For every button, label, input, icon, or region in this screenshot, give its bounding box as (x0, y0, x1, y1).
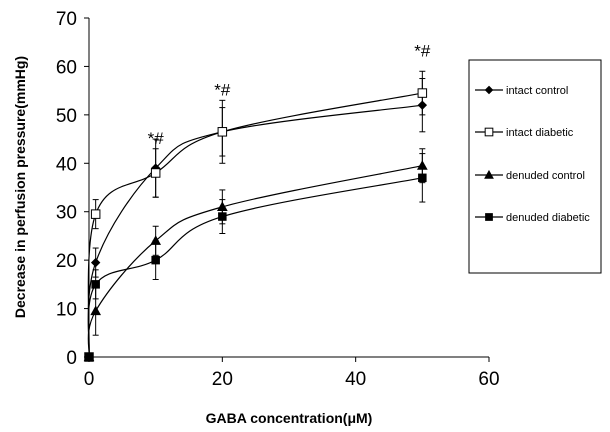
data-point (150, 168, 161, 178)
x-tick-label: 60 (478, 369, 499, 390)
legend: intact control intact diabetic denuded con… (468, 59, 602, 274)
legend-marker (484, 85, 494, 95)
data-point (151, 255, 160, 265)
legend-label: intact control (506, 85, 568, 97)
data-point (150, 235, 162, 245)
x-tick-label: 20 (212, 369, 233, 390)
x-tick-label: 40 (345, 369, 366, 390)
data-point (418, 173, 427, 183)
legend-marker (484, 169, 494, 179)
data-point (417, 88, 428, 98)
y-tick-label: 50 (56, 106, 77, 127)
data-point (216, 201, 228, 211)
significance-annotation: *# (148, 129, 165, 148)
legend-marker (485, 213, 493, 221)
y-tick-label: 0 (66, 348, 77, 369)
markers (83, 88, 428, 362)
series-line (87, 104, 423, 358)
legend-marker (484, 127, 494, 137)
plot-area: 0 10 20 30 40 50 60 70 0 20 40 60 *# *# *# (56, 9, 500, 390)
x-axis-title: GABA concentration(μM) (206, 410, 373, 426)
significance-annotation: *# (414, 42, 431, 61)
y-tick-label: 60 (56, 57, 77, 78)
data-point (84, 352, 94, 362)
y-tick-label: 70 (56, 9, 77, 30)
y-tick-label: 30 (56, 203, 77, 224)
series-line (87, 165, 423, 358)
legend-label: intact diabetic (506, 127, 574, 139)
data-point (218, 212, 227, 221)
legend-box (468, 59, 602, 274)
data-point (90, 209, 101, 219)
data-point (90, 257, 101, 268)
y-tick-label: 10 (56, 300, 77, 321)
series-line (87, 177, 423, 358)
series-lines (87, 92, 423, 358)
y-axis-title: Decrease in perfusion pressure(mmHg) (12, 56, 28, 318)
series-line (87, 92, 423, 358)
legend-label: denuded control (506, 170, 585, 182)
x-ticks (88, 357, 490, 362)
legend-label: denuded diabetic (506, 212, 590, 224)
significance-annotation: *# (214, 80, 231, 99)
data-point (90, 305, 102, 316)
data-point (417, 100, 428, 110)
y-tick-labels: 0 10 20 30 40 50 60 70 (56, 9, 77, 369)
x-tick-label: 0 (84, 369, 95, 390)
data-point (91, 280, 100, 289)
x-tick-labels: 0 20 40 60 (84, 369, 500, 390)
y-tick-label: 20 (56, 251, 77, 272)
annotations: *# *# *# (148, 42, 431, 148)
legend-items: intact control intact diabetic denuded con… (475, 85, 590, 224)
data-point (416, 160, 428, 170)
data-point (217, 127, 228, 137)
y-tick-label: 40 (56, 154, 77, 175)
